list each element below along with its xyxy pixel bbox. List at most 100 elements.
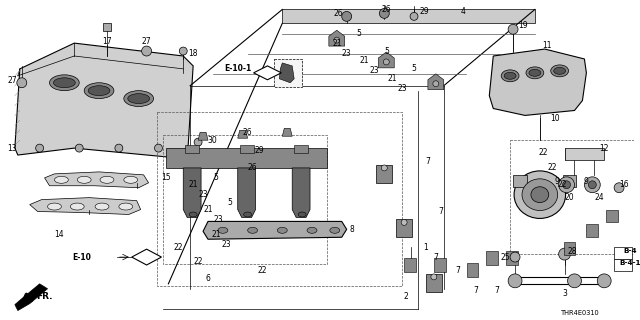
Circle shape — [588, 181, 596, 189]
Text: E-10-1: E-10-1 — [224, 64, 252, 73]
Text: 22: 22 — [258, 267, 268, 276]
Circle shape — [141, 46, 152, 56]
Text: 27: 27 — [7, 76, 17, 85]
Text: 23: 23 — [198, 190, 208, 199]
Ellipse shape — [554, 68, 566, 74]
Polygon shape — [486, 251, 498, 265]
Ellipse shape — [298, 212, 306, 217]
Polygon shape — [132, 249, 161, 265]
Polygon shape — [183, 168, 201, 218]
Ellipse shape — [501, 70, 519, 82]
Circle shape — [410, 12, 418, 20]
Polygon shape — [428, 74, 444, 90]
Ellipse shape — [529, 69, 541, 76]
Text: 5: 5 — [384, 46, 388, 56]
Ellipse shape — [307, 227, 317, 233]
Ellipse shape — [119, 203, 132, 210]
Ellipse shape — [49, 75, 79, 91]
Polygon shape — [376, 165, 392, 183]
Text: 21: 21 — [360, 56, 369, 66]
Text: 9: 9 — [584, 177, 589, 186]
Polygon shape — [279, 63, 294, 83]
Text: 22: 22 — [193, 257, 203, 266]
Text: 8: 8 — [349, 225, 354, 234]
Circle shape — [179, 47, 188, 55]
Bar — [185, 145, 199, 153]
Text: 22: 22 — [173, 243, 183, 252]
Text: 23: 23 — [397, 84, 407, 93]
Ellipse shape — [100, 176, 114, 183]
Text: 30: 30 — [207, 136, 217, 145]
Polygon shape — [490, 49, 586, 116]
Text: 7: 7 — [438, 207, 444, 216]
Ellipse shape — [70, 203, 84, 210]
Bar — [240, 145, 253, 153]
Text: 21: 21 — [188, 180, 198, 189]
Polygon shape — [329, 30, 345, 46]
Circle shape — [154, 144, 163, 152]
Text: 16: 16 — [620, 180, 629, 189]
Text: B-4: B-4 — [623, 248, 637, 254]
Text: 26: 26 — [243, 128, 252, 137]
Text: 21: 21 — [387, 74, 397, 83]
Polygon shape — [404, 258, 416, 272]
Text: 22: 22 — [548, 164, 557, 172]
Circle shape — [510, 252, 520, 262]
Circle shape — [342, 12, 351, 21]
Text: 28: 28 — [568, 247, 577, 256]
Text: E-10: E-10 — [72, 252, 91, 261]
Polygon shape — [606, 210, 618, 222]
Ellipse shape — [504, 72, 516, 79]
Text: 5: 5 — [214, 173, 218, 182]
Circle shape — [563, 181, 570, 189]
Ellipse shape — [218, 227, 228, 233]
Bar — [103, 23, 111, 31]
Text: 23: 23 — [221, 240, 230, 249]
Ellipse shape — [128, 94, 150, 104]
Bar — [614, 259, 632, 271]
Text: 29: 29 — [419, 7, 429, 16]
Text: 7: 7 — [433, 252, 438, 261]
Ellipse shape — [522, 179, 557, 211]
Text: 26: 26 — [334, 9, 344, 18]
Text: 12: 12 — [600, 144, 609, 153]
Text: THR4E0310: THR4E0310 — [561, 309, 600, 316]
Circle shape — [559, 177, 575, 193]
Text: 7: 7 — [473, 286, 478, 295]
Ellipse shape — [189, 212, 197, 217]
Polygon shape — [282, 128, 292, 136]
Text: 19: 19 — [518, 21, 528, 30]
Ellipse shape — [95, 203, 109, 210]
Ellipse shape — [526, 67, 544, 79]
Circle shape — [433, 81, 439, 87]
Circle shape — [17, 78, 27, 88]
Ellipse shape — [124, 91, 154, 107]
Text: 20: 20 — [564, 193, 574, 202]
Ellipse shape — [551, 65, 568, 77]
Polygon shape — [237, 130, 248, 138]
Polygon shape — [15, 284, 47, 310]
Polygon shape — [292, 168, 310, 218]
Bar — [510, 140, 634, 254]
Ellipse shape — [54, 78, 76, 88]
Circle shape — [568, 274, 581, 288]
Text: 21: 21 — [211, 230, 221, 239]
Circle shape — [381, 165, 387, 171]
Ellipse shape — [531, 187, 548, 203]
Text: 7: 7 — [455, 267, 460, 276]
Text: FR.: FR. — [36, 292, 53, 301]
Bar — [563, 175, 577, 187]
Text: 7: 7 — [426, 157, 430, 166]
Bar — [275, 59, 302, 87]
Polygon shape — [378, 52, 394, 68]
Bar — [294, 145, 308, 153]
Polygon shape — [15, 43, 193, 158]
Circle shape — [584, 177, 600, 193]
Polygon shape — [506, 251, 518, 265]
Text: 5: 5 — [356, 29, 361, 38]
Ellipse shape — [84, 83, 114, 99]
Circle shape — [597, 274, 611, 288]
Text: 11: 11 — [542, 41, 552, 50]
Polygon shape — [29, 198, 141, 214]
Text: 23: 23 — [342, 49, 351, 58]
